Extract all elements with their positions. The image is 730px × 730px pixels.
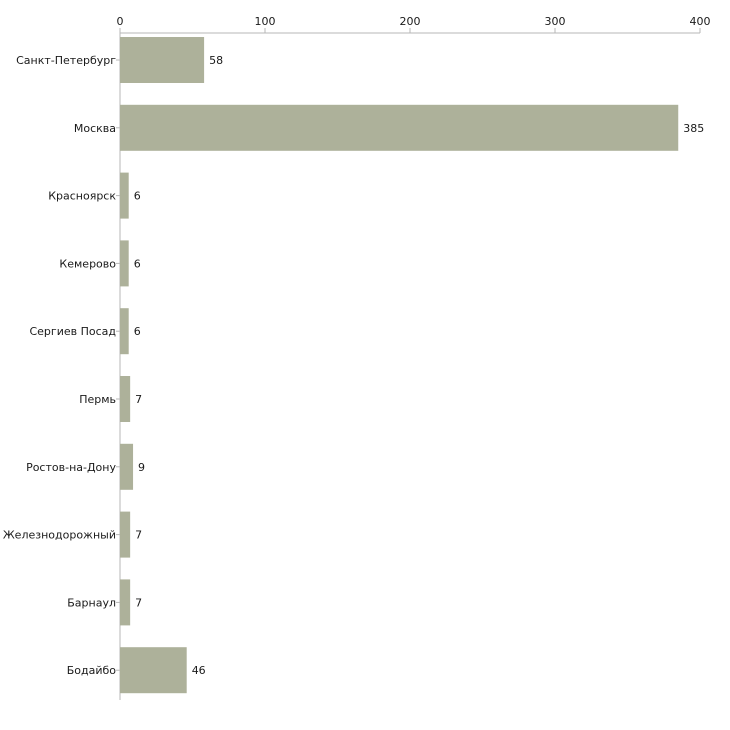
value-label: 6 xyxy=(134,325,141,338)
bar xyxy=(120,308,129,355)
bar-layer xyxy=(120,37,679,694)
bar xyxy=(120,376,131,422)
value-label: 46 xyxy=(192,664,206,677)
category-label: Пермь xyxy=(79,393,116,406)
value-label: 6 xyxy=(134,190,141,203)
category-label: Ростов-на-Дону xyxy=(26,461,116,474)
bar xyxy=(120,511,131,558)
value-label: 7 xyxy=(135,393,142,406)
bar xyxy=(120,37,205,83)
category-label: Кемерово xyxy=(59,257,116,270)
x-tick-label: 0 xyxy=(117,15,124,28)
bar xyxy=(120,443,134,490)
category-label: Москва xyxy=(74,122,116,135)
category-label: Железнодорожный xyxy=(3,529,116,542)
bar xyxy=(120,579,131,626)
category-label: Санкт-Петербург xyxy=(16,54,116,67)
x-tick-label: 300 xyxy=(545,15,566,28)
value-label: 7 xyxy=(135,529,142,542)
value-label: 385 xyxy=(683,122,704,135)
value-label: 58 xyxy=(209,54,223,67)
label-layer: Санкт-Петербург 58 Москва 385 Красноярск 6 Кем… xyxy=(3,54,704,677)
category-label: Сергиев Посад xyxy=(29,325,116,338)
category-label: Бодайбо xyxy=(67,664,117,677)
value-label: 9 xyxy=(138,461,145,474)
value-label: 6 xyxy=(134,257,141,270)
bar xyxy=(120,104,679,151)
category-label: Красноярск xyxy=(48,190,116,203)
bar xyxy=(120,172,129,219)
x-tick-label: 400 xyxy=(690,15,711,28)
category-label: Барнаул xyxy=(67,596,116,609)
bar xyxy=(120,647,187,694)
value-label: 7 xyxy=(135,596,142,609)
x-tick-label: 200 xyxy=(400,15,421,28)
bar xyxy=(120,240,129,287)
x-tick-label: 100 xyxy=(255,15,276,28)
